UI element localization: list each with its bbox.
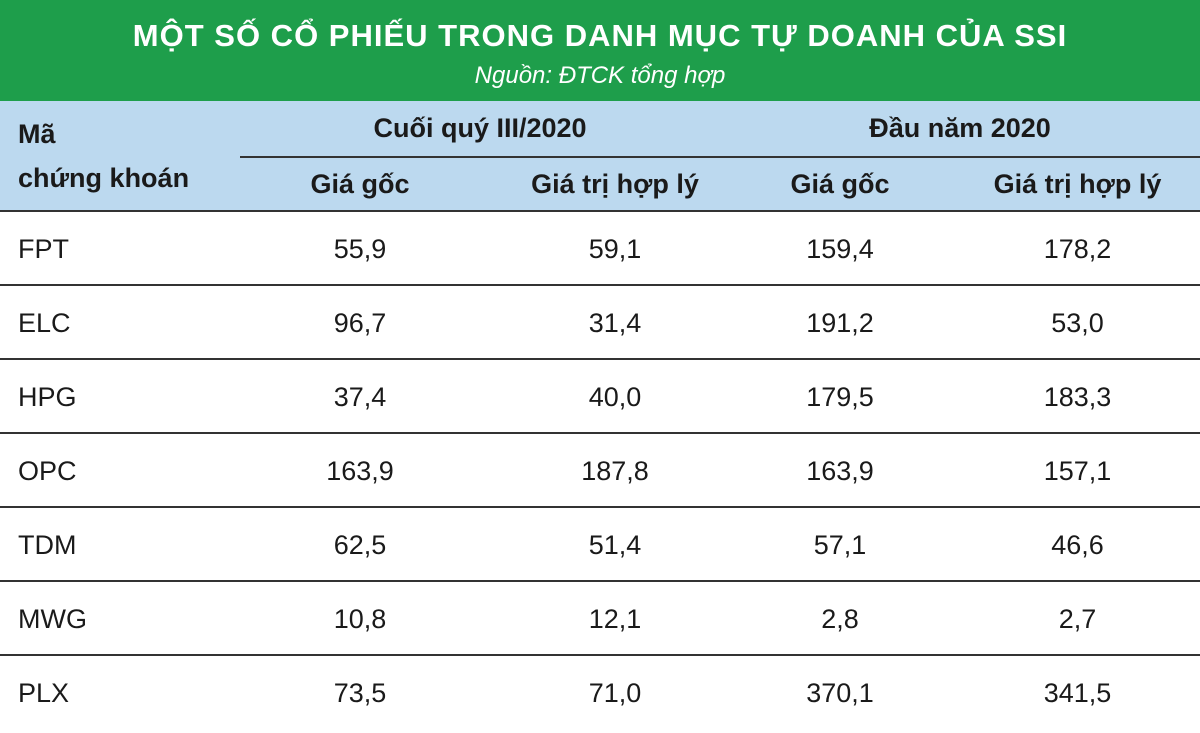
header-code-line2: chứng khoán <box>18 163 190 193</box>
cell-code: PLX <box>18 678 70 708</box>
cell-cost-early: 191,2 <box>806 308 874 338</box>
header-code-line1: Mã <box>18 119 56 149</box>
cell-cost-q3: 10,8 <box>333 604 387 634</box>
table-row: HPG 37,4 40,0 179,5 183,3 <box>0 360 1200 434</box>
cell-cost-q3: 37,4 <box>333 382 387 412</box>
cell-fair-early: 2,7 <box>1058 604 1097 634</box>
table-row: OPC 163,9 187,8 163,9 157,1 <box>0 434 1200 508</box>
cell-cost-early: 159,4 <box>806 234 874 264</box>
header-group-divider <box>240 156 1200 158</box>
cell-fair-q3: 71,0 <box>588 678 642 708</box>
cell-code: ELC <box>18 308 71 338</box>
table-subtitle: Nguồn: ĐTCK tổng hợp <box>474 62 726 89</box>
cell-fair-early: 178,2 <box>1043 234 1112 264</box>
cell-code: FPT <box>18 234 69 264</box>
cell-cost-q3: 163,9 <box>326 456 394 486</box>
header-group-early-2020: Đầu năm 2020 <box>869 113 1051 143</box>
cell-cost-early: 370,1 <box>806 678 874 708</box>
cell-fair-early: 183,3 <box>1043 382 1112 412</box>
title-bar: MỘT SỐ CỔ PHIẾU TRONG DANH MỤC TỰ DOANH … <box>0 0 1200 101</box>
cell-code: HPG <box>18 382 77 412</box>
table-body: FPT 55,9 59,1 159,4 178,2 ELC 96,7 31,4 … <box>0 212 1200 730</box>
cell-code: MWG <box>18 604 87 634</box>
subheader-cost-q3: Giá gốc <box>310 169 410 199</box>
cell-cost-early: 57,1 <box>813 530 867 560</box>
cell-fair-q3: 59,1 <box>588 234 642 264</box>
cell-cost-q3: 55,9 <box>333 234 387 264</box>
cell-cost-early: 163,9 <box>806 456 874 486</box>
subheader-fair-early: Giá trị hợp lý <box>993 169 1162 199</box>
cell-fair-early: 46,6 <box>1051 530 1104 560</box>
subheader-cost-early: Giá gốc <box>790 169 890 199</box>
cell-cost-q3: 62,5 <box>333 530 387 560</box>
cell-cost-early: 2,8 <box>821 604 859 634</box>
table-row: PLX 73,5 71,0 370,1 341,5 <box>0 656 1200 730</box>
table-row: MWG 10,8 12,1 2,8 2,7 <box>0 582 1200 656</box>
cell-cost-early: 179,5 <box>806 382 874 412</box>
cell-fair-early: 341,5 <box>1043 678 1112 708</box>
cell-fair-early: 157,1 <box>1043 456 1112 486</box>
cell-fair-q3: 31,4 <box>588 308 642 338</box>
table-row: ELC 96,7 31,4 191,2 53,0 <box>0 286 1200 360</box>
cell-fair-q3: 51,4 <box>588 530 642 560</box>
cell-code: OPC <box>18 456 77 486</box>
table-header: Mã chứng khoán Cuối quý III/2020 Đầu năm… <box>0 101 1200 212</box>
table-row: TDM 62,5 51,4 57,1 46,6 <box>0 508 1200 582</box>
cell-fair-q3: 12,1 <box>588 604 642 634</box>
table-title: MỘT SỐ CỔ PHIẾU TRONG DANH MỤC TỰ DOANH … <box>132 18 1068 53</box>
cell-cost-q3: 73,5 <box>333 678 387 708</box>
cell-code: TDM <box>18 530 77 560</box>
cell-cost-q3: 96,7 <box>333 308 387 338</box>
cell-fair-q3: 187,8 <box>581 456 649 486</box>
cell-fair-early: 53,0 <box>1051 308 1104 338</box>
table-row: FPT 55,9 59,1 159,4 178,2 <box>0 212 1200 286</box>
cell-fair-q3: 40,0 <box>588 382 642 412</box>
subheader-fair-q3: Giá trị hợp lý <box>531 169 699 199</box>
header-group-q3-2020: Cuối quý III/2020 <box>373 113 587 143</box>
